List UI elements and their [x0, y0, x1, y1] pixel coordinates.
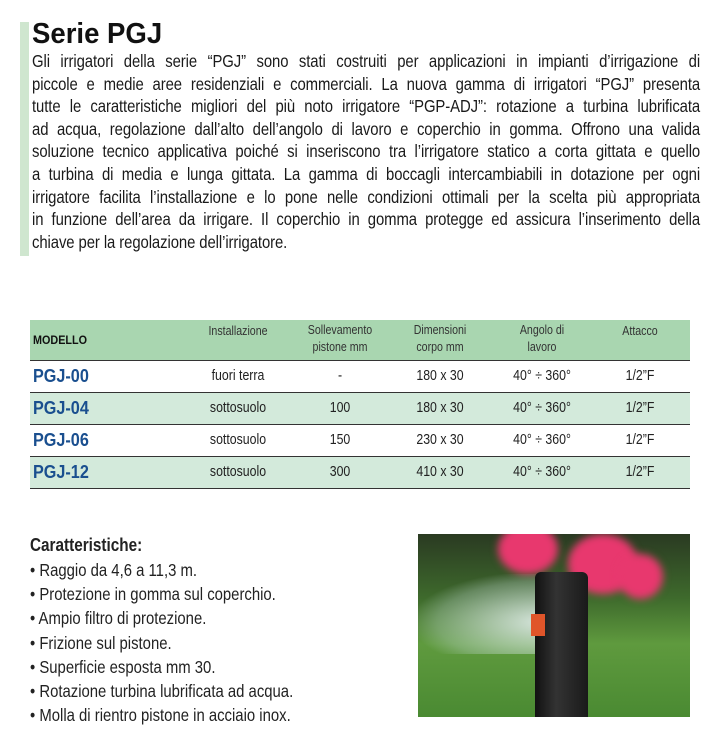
table-row: PGJ-06 sottosuolo 150 230 x 30 40° ÷ 360° 1/2… — [30, 425, 690, 457]
intro-line: soluzione tecnico applicativa poiché si … — [32, 141, 701, 162]
feature-item: • Ampio filtro di protezione. — [30, 606, 293, 630]
feature-item: • Raggio da 4,6 a 11,3 m. — [30, 558, 293, 582]
bullet-icon: • — [30, 705, 40, 726]
header-attacco: Attacco — [622, 324, 658, 338]
page-title: Serie PGJ — [32, 18, 163, 50]
feature-text: Raggio da 4,6 a 11,3 m. — [39, 560, 198, 580]
intro-line: irrigatore facilita l’installazione e lo… — [32, 186, 701, 207]
intro-line: in funzione dell’area da irrigare. Il co… — [32, 209, 701, 230]
feature-text: Ampio filtro di protezione. — [38, 608, 207, 629]
header-installazione: Installazione — [208, 324, 268, 338]
feature-text: Rotazione turbina lubrificata ad acqua. — [39, 680, 294, 701]
features-heading: Caratteristiche: — [30, 535, 143, 555]
bullet-icon: • — [30, 608, 39, 629]
bullet-icon: • — [30, 680, 40, 701]
bullet-icon: • — [30, 656, 40, 677]
intro-line: piccole e medie aree residenziali e comm… — [32, 73, 701, 94]
table-cell: 410 x 30 — [416, 464, 464, 480]
table-cell: 300 — [329, 464, 351, 480]
table-row: PGJ-00 fuori terra - 180 x 30 40° ÷ 360° 1/2”… — [30, 361, 690, 393]
sprinkler-photo — [418, 534, 690, 717]
table-cell: 180 x 30 — [416, 368, 464, 384]
table-cell: 1/2”F — [625, 464, 655, 480]
model-name: PGJ-04 — [33, 398, 89, 418]
header-sollevamento: Sollevamento pistone mm — [307, 323, 373, 354]
feature-item: • Rotazione turbina lubrificata ad acqua… — [30, 679, 293, 703]
intro-line: ad acqua, regolazione dall’alto dell’ang… — [32, 118, 701, 139]
table-header: MODELLO Installazione Sollevamento pisto… — [30, 320, 690, 361]
table-cell: 1/2”F — [625, 432, 655, 448]
table-cell: 100 — [329, 400, 351, 416]
header-modello: MODELLO — [33, 333, 87, 347]
feature-text: Protezione in gomma sul coperchio. — [39, 584, 276, 605]
table-cell: - — [337, 368, 343, 384]
table-row: PGJ-12 sottosuolo 300 410 x 30 40° ÷ 360° 1/2… — [30, 457, 690, 489]
bullet-icon: • — [30, 632, 40, 653]
table-cell: 40° ÷ 360° — [513, 432, 571, 448]
table-cell: 1/2”F — [625, 400, 655, 416]
accent-bar — [20, 22, 29, 256]
model-name: PGJ-12 — [33, 462, 89, 482]
bullet-icon: • — [30, 560, 40, 580]
bullet-icon: • — [30, 584, 40, 605]
feature-text: Molla di rientro pistone in acciaio inox… — [39, 705, 291, 726]
intro-line: chiave per la regolazione dell’irrigator… — [32, 231, 288, 252]
table-cell: 40° ÷ 360° — [513, 400, 571, 416]
feature-text: Frizione sul pistone. — [39, 632, 172, 653]
model-table: MODELLO Installazione Sollevamento pisto… — [30, 320, 690, 489]
table-cell: 180 x 30 — [416, 400, 464, 416]
intro-paragraph: Gli irrigatori della serie “PGJ” sono st… — [32, 50, 712, 253]
header-angolo: Angolo di lavoro — [519, 323, 565, 354]
table-cell: 1/2”F — [625, 368, 655, 384]
feature-item: • Superficie esposta mm 30. — [30, 655, 293, 679]
model-name: PGJ-06 — [33, 430, 89, 450]
intro-line: Gli irrigatori della serie “PGJ” sono st… — [32, 51, 701, 71]
features-section: Caratteristiche: • Raggio da 4,6 a 11,3 … — [30, 535, 340, 727]
model-name: PGJ-00 — [33, 366, 89, 386]
table-cell: 40° ÷ 360° — [513, 368, 571, 384]
feature-item: • Frizione sul pistone. — [30, 631, 293, 655]
feature-item: • Protezione in gomma sul coperchio. — [30, 582, 293, 606]
feature-item: • Molla di rientro pistone in acciaio in… — [30, 703, 293, 727]
table-cell: sottosuolo — [209, 464, 267, 480]
feature-text: Superficie esposta mm 30. — [39, 656, 216, 677]
table-cell: 230 x 30 — [416, 432, 464, 448]
table-row: PGJ-04 sottosuolo 100 180 x 30 40° ÷ 360° 1/2… — [30, 393, 690, 425]
table-cell: fuori terra — [211, 368, 265, 384]
table-cell: sottosuolo — [209, 400, 267, 416]
intro-line: tutte le caratteristiche migliori del pi… — [32, 96, 701, 117]
intro-line: a turbina di media e lunga gittata. La g… — [32, 163, 701, 184]
header-dimensioni: Dimensioni corpo mm — [413, 323, 467, 354]
table-cell: 150 — [329, 432, 351, 448]
table-cell: 40° ÷ 360° — [513, 464, 571, 480]
table-cell: sottosuolo — [209, 432, 267, 448]
